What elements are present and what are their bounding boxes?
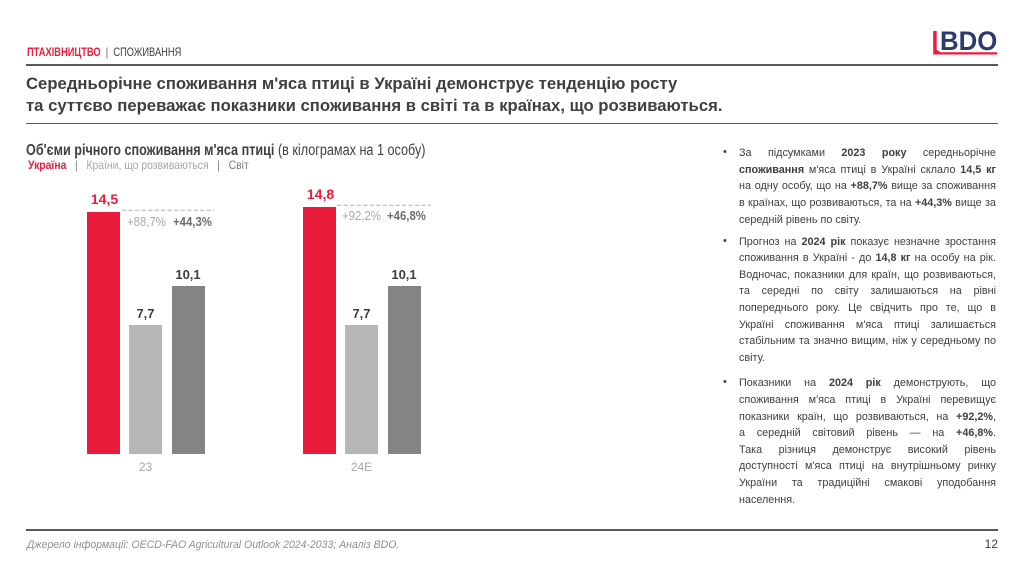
- svg-text:BDO: BDO: [940, 29, 997, 56]
